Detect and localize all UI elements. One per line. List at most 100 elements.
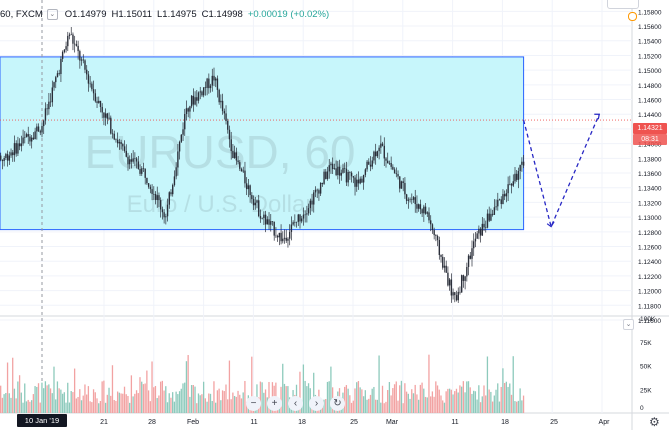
volume-bar xyxy=(445,391,447,413)
toolbar-toggle-button[interactable] xyxy=(607,0,639,9)
last-price-tag: 1.14321 xyxy=(633,123,667,134)
candle-body xyxy=(96,101,98,103)
candle-body xyxy=(462,275,465,281)
candle-body xyxy=(514,173,516,182)
volume-bar xyxy=(151,361,153,413)
volume-bar xyxy=(180,388,182,413)
candle-body xyxy=(158,195,160,201)
volume-bar xyxy=(48,384,50,413)
volume-bar xyxy=(263,392,265,413)
candle-body xyxy=(474,238,477,242)
volume-bar xyxy=(457,392,459,413)
volume-bar xyxy=(87,386,90,413)
volume-bar xyxy=(491,401,494,413)
volume-bar xyxy=(424,396,427,413)
scroll-right-button[interactable]: › xyxy=(309,396,324,411)
volume-bar xyxy=(232,392,234,413)
candle-body xyxy=(142,168,145,169)
candle-body xyxy=(283,237,286,239)
volume-bar xyxy=(34,386,36,413)
candle-body xyxy=(194,97,196,105)
volume-bar xyxy=(307,383,310,413)
candle-body xyxy=(56,73,59,78)
price-tick-label: 1.12400 xyxy=(638,259,662,266)
volume-bar xyxy=(80,400,83,413)
volume-bar xyxy=(452,394,454,413)
candle-body xyxy=(247,185,250,190)
candle-body xyxy=(421,209,423,214)
volume-bar xyxy=(149,401,151,413)
volume-bar xyxy=(371,388,373,413)
volume-bar xyxy=(344,386,346,413)
volume-bar xyxy=(345,385,348,413)
volume-bar xyxy=(170,397,172,413)
candle-body xyxy=(412,197,415,200)
candle-body xyxy=(228,129,231,140)
volume-bar xyxy=(27,399,29,413)
candle-body xyxy=(338,166,341,176)
volume-bar xyxy=(435,381,437,413)
candle-body xyxy=(519,164,521,172)
zoom-out-button[interactable]: − xyxy=(246,396,261,411)
chevron-icon[interactable]: ⌄ xyxy=(46,9,58,20)
gear-icon[interactable]: ⚙ xyxy=(649,415,660,429)
volume-bar xyxy=(381,385,384,413)
volume-bar xyxy=(388,382,391,413)
candle-body xyxy=(388,162,391,164)
candle-body xyxy=(371,160,373,167)
volume-pane-chevron-icon[interactable]: ⌄ xyxy=(623,319,634,330)
symbol-interval-label[interactable]: 60, FXCM xyxy=(0,9,43,20)
candle-body xyxy=(380,143,382,148)
candle-body xyxy=(197,92,200,101)
candle-body xyxy=(256,200,258,203)
volume-bar xyxy=(486,356,489,413)
zoom-in-button[interactable]: + xyxy=(267,396,282,411)
alert-dot-icon[interactable] xyxy=(628,12,637,21)
volume-bar xyxy=(399,385,401,413)
candle-body xyxy=(3,157,5,162)
volume-bar xyxy=(306,386,308,413)
volume-bar xyxy=(474,391,477,413)
candle-body xyxy=(318,190,320,194)
candle-body xyxy=(356,179,358,187)
candle-body xyxy=(481,223,484,236)
candle-body xyxy=(395,173,398,175)
candle-body xyxy=(483,223,485,228)
candle-body xyxy=(374,151,377,157)
volume-bar xyxy=(407,393,409,413)
candle-body xyxy=(405,194,408,201)
chart-canvas[interactable]: EURUSD, 60 Euro / U.S. Dollar 1.15800 1.156… xyxy=(0,0,669,430)
candle-body xyxy=(173,176,176,186)
volume-bar xyxy=(108,387,110,413)
candle-body xyxy=(43,120,45,127)
candle-body xyxy=(15,143,17,154)
volume-bar xyxy=(500,386,502,413)
candle-body xyxy=(383,145,385,159)
candle-body xyxy=(454,292,456,296)
reset-chart-button[interactable]: ↻ xyxy=(330,396,345,411)
candle-body xyxy=(287,238,289,241)
volume-bar xyxy=(0,385,2,413)
volume-bar xyxy=(130,375,133,413)
price-tick-label: 1.13600 xyxy=(638,171,662,178)
volume-bar xyxy=(412,393,415,413)
candle-body xyxy=(495,206,497,208)
candle-body xyxy=(221,100,224,112)
candle-body xyxy=(24,137,26,138)
volume-bar xyxy=(302,364,305,413)
volume-bar xyxy=(29,401,31,413)
volume-bar xyxy=(431,391,434,413)
candle-body xyxy=(517,171,520,180)
volume-bar xyxy=(421,382,423,413)
price-tick-label: 1.11600 xyxy=(638,318,661,325)
candle-body xyxy=(288,231,291,239)
candle-body xyxy=(201,91,203,96)
price-scale: 1.15800 1.15600 1.15400 1.15200 1.15000 1.148… xyxy=(638,9,662,325)
volume-bar xyxy=(517,400,520,413)
candle-body xyxy=(20,143,23,147)
close-value: C1.14998 xyxy=(201,9,243,20)
scroll-left-button[interactable]: ‹ xyxy=(288,396,303,411)
volume-bar xyxy=(168,393,170,413)
price-tick-label: 1.12600 xyxy=(638,245,662,252)
volume-bar xyxy=(154,385,157,413)
